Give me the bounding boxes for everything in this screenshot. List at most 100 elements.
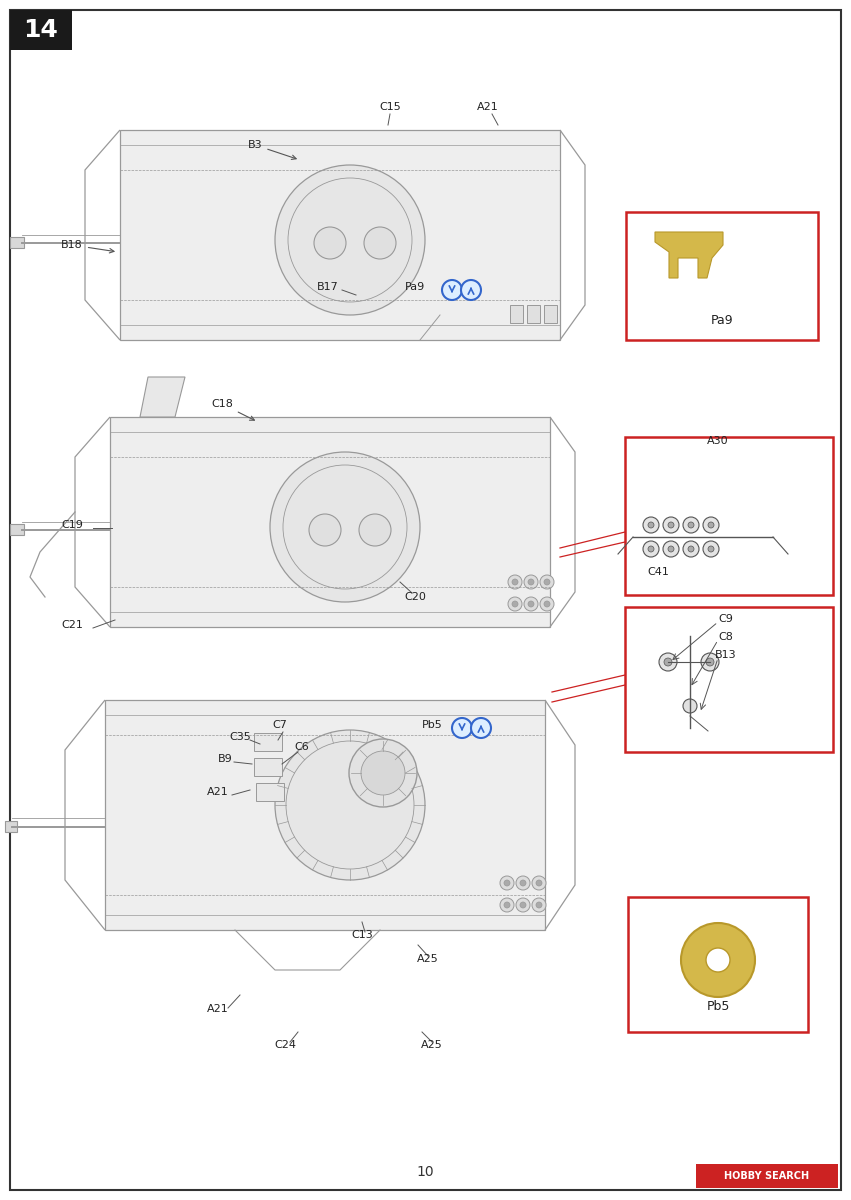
Circle shape bbox=[516, 898, 530, 912]
Circle shape bbox=[270, 452, 420, 602]
Circle shape bbox=[442, 280, 462, 300]
Circle shape bbox=[275, 164, 425, 314]
Text: A21: A21 bbox=[207, 1004, 229, 1014]
Circle shape bbox=[461, 280, 481, 300]
Circle shape bbox=[314, 227, 346, 259]
Text: C35: C35 bbox=[229, 732, 251, 742]
Circle shape bbox=[706, 658, 714, 666]
Circle shape bbox=[683, 517, 699, 533]
Bar bbox=[10, 236, 24, 248]
Circle shape bbox=[681, 923, 755, 997]
Text: 14: 14 bbox=[24, 18, 59, 42]
Text: B18: B18 bbox=[61, 240, 114, 253]
Circle shape bbox=[703, 541, 719, 557]
Bar bbox=[625, 437, 833, 595]
Circle shape bbox=[683, 541, 699, 557]
Bar bbox=[10, 524, 24, 535]
Text: C15: C15 bbox=[380, 102, 401, 112]
Circle shape bbox=[528, 578, 534, 584]
Bar bbox=[527, 305, 540, 323]
Circle shape bbox=[668, 546, 674, 552]
Circle shape bbox=[512, 578, 518, 584]
Circle shape bbox=[688, 546, 694, 552]
Circle shape bbox=[512, 601, 518, 607]
Circle shape bbox=[452, 718, 472, 738]
Circle shape bbox=[663, 541, 679, 557]
Circle shape bbox=[536, 880, 542, 886]
Bar bbox=[254, 758, 282, 776]
Text: C13: C13 bbox=[351, 930, 373, 940]
Bar bbox=[120, 130, 560, 340]
Bar bbox=[5, 821, 17, 832]
Circle shape bbox=[528, 601, 534, 607]
Text: B17: B17 bbox=[317, 282, 339, 292]
Circle shape bbox=[471, 718, 491, 738]
Bar bbox=[625, 607, 833, 752]
Bar bbox=[110, 416, 550, 626]
Text: A21: A21 bbox=[477, 102, 499, 112]
Circle shape bbox=[708, 546, 714, 552]
Text: C7: C7 bbox=[272, 720, 288, 730]
Circle shape bbox=[536, 902, 542, 908]
Circle shape bbox=[504, 880, 510, 886]
Circle shape bbox=[516, 876, 530, 890]
Polygon shape bbox=[140, 377, 185, 416]
Circle shape bbox=[668, 522, 674, 528]
Text: B3: B3 bbox=[248, 140, 296, 160]
Circle shape bbox=[504, 902, 510, 908]
Circle shape bbox=[688, 522, 694, 528]
Circle shape bbox=[544, 578, 550, 584]
Text: Pb5: Pb5 bbox=[706, 1000, 729, 1013]
Circle shape bbox=[701, 653, 719, 671]
Circle shape bbox=[520, 902, 526, 908]
Text: C19: C19 bbox=[61, 520, 83, 530]
Circle shape bbox=[500, 898, 514, 912]
Circle shape bbox=[520, 880, 526, 886]
Circle shape bbox=[349, 739, 417, 806]
Circle shape bbox=[703, 517, 719, 533]
Bar bbox=[696, 1164, 838, 1188]
Text: B9: B9 bbox=[218, 754, 232, 764]
Circle shape bbox=[540, 596, 554, 611]
Circle shape bbox=[708, 522, 714, 528]
Bar bbox=[105, 700, 545, 930]
Text: Pa9: Pa9 bbox=[711, 314, 734, 326]
Circle shape bbox=[706, 948, 730, 972]
Bar bbox=[256, 782, 284, 802]
Bar bbox=[10, 10, 72, 50]
Text: C18: C18 bbox=[211, 398, 254, 420]
Polygon shape bbox=[655, 232, 723, 278]
Circle shape bbox=[508, 596, 522, 611]
Circle shape bbox=[500, 876, 514, 890]
Circle shape bbox=[275, 730, 425, 880]
Circle shape bbox=[540, 575, 554, 589]
Text: Pb5: Pb5 bbox=[421, 720, 443, 730]
Text: C41: C41 bbox=[647, 566, 669, 577]
Circle shape bbox=[664, 658, 672, 666]
Text: A25: A25 bbox=[417, 954, 439, 964]
Circle shape bbox=[309, 514, 341, 546]
Text: C24: C24 bbox=[274, 1040, 296, 1050]
Circle shape bbox=[532, 876, 546, 890]
Text: A21: A21 bbox=[207, 787, 229, 797]
Text: B13: B13 bbox=[715, 650, 737, 660]
Text: A30: A30 bbox=[707, 436, 728, 446]
Bar bbox=[544, 305, 557, 323]
Text: C20: C20 bbox=[404, 592, 426, 602]
Text: 10: 10 bbox=[416, 1165, 434, 1178]
Circle shape bbox=[648, 546, 654, 552]
Text: A25: A25 bbox=[421, 1040, 443, 1050]
Circle shape bbox=[508, 575, 522, 589]
Circle shape bbox=[663, 517, 679, 533]
Circle shape bbox=[524, 596, 538, 611]
Circle shape bbox=[544, 601, 550, 607]
Text: Pa9: Pa9 bbox=[405, 282, 426, 292]
Bar bbox=[254, 733, 282, 751]
Circle shape bbox=[648, 522, 654, 528]
Bar bbox=[626, 212, 818, 340]
Text: HOBBY SEARCH: HOBBY SEARCH bbox=[724, 1171, 809, 1181]
Circle shape bbox=[361, 751, 405, 794]
Circle shape bbox=[683, 698, 697, 713]
Circle shape bbox=[524, 575, 538, 589]
Circle shape bbox=[359, 514, 391, 546]
